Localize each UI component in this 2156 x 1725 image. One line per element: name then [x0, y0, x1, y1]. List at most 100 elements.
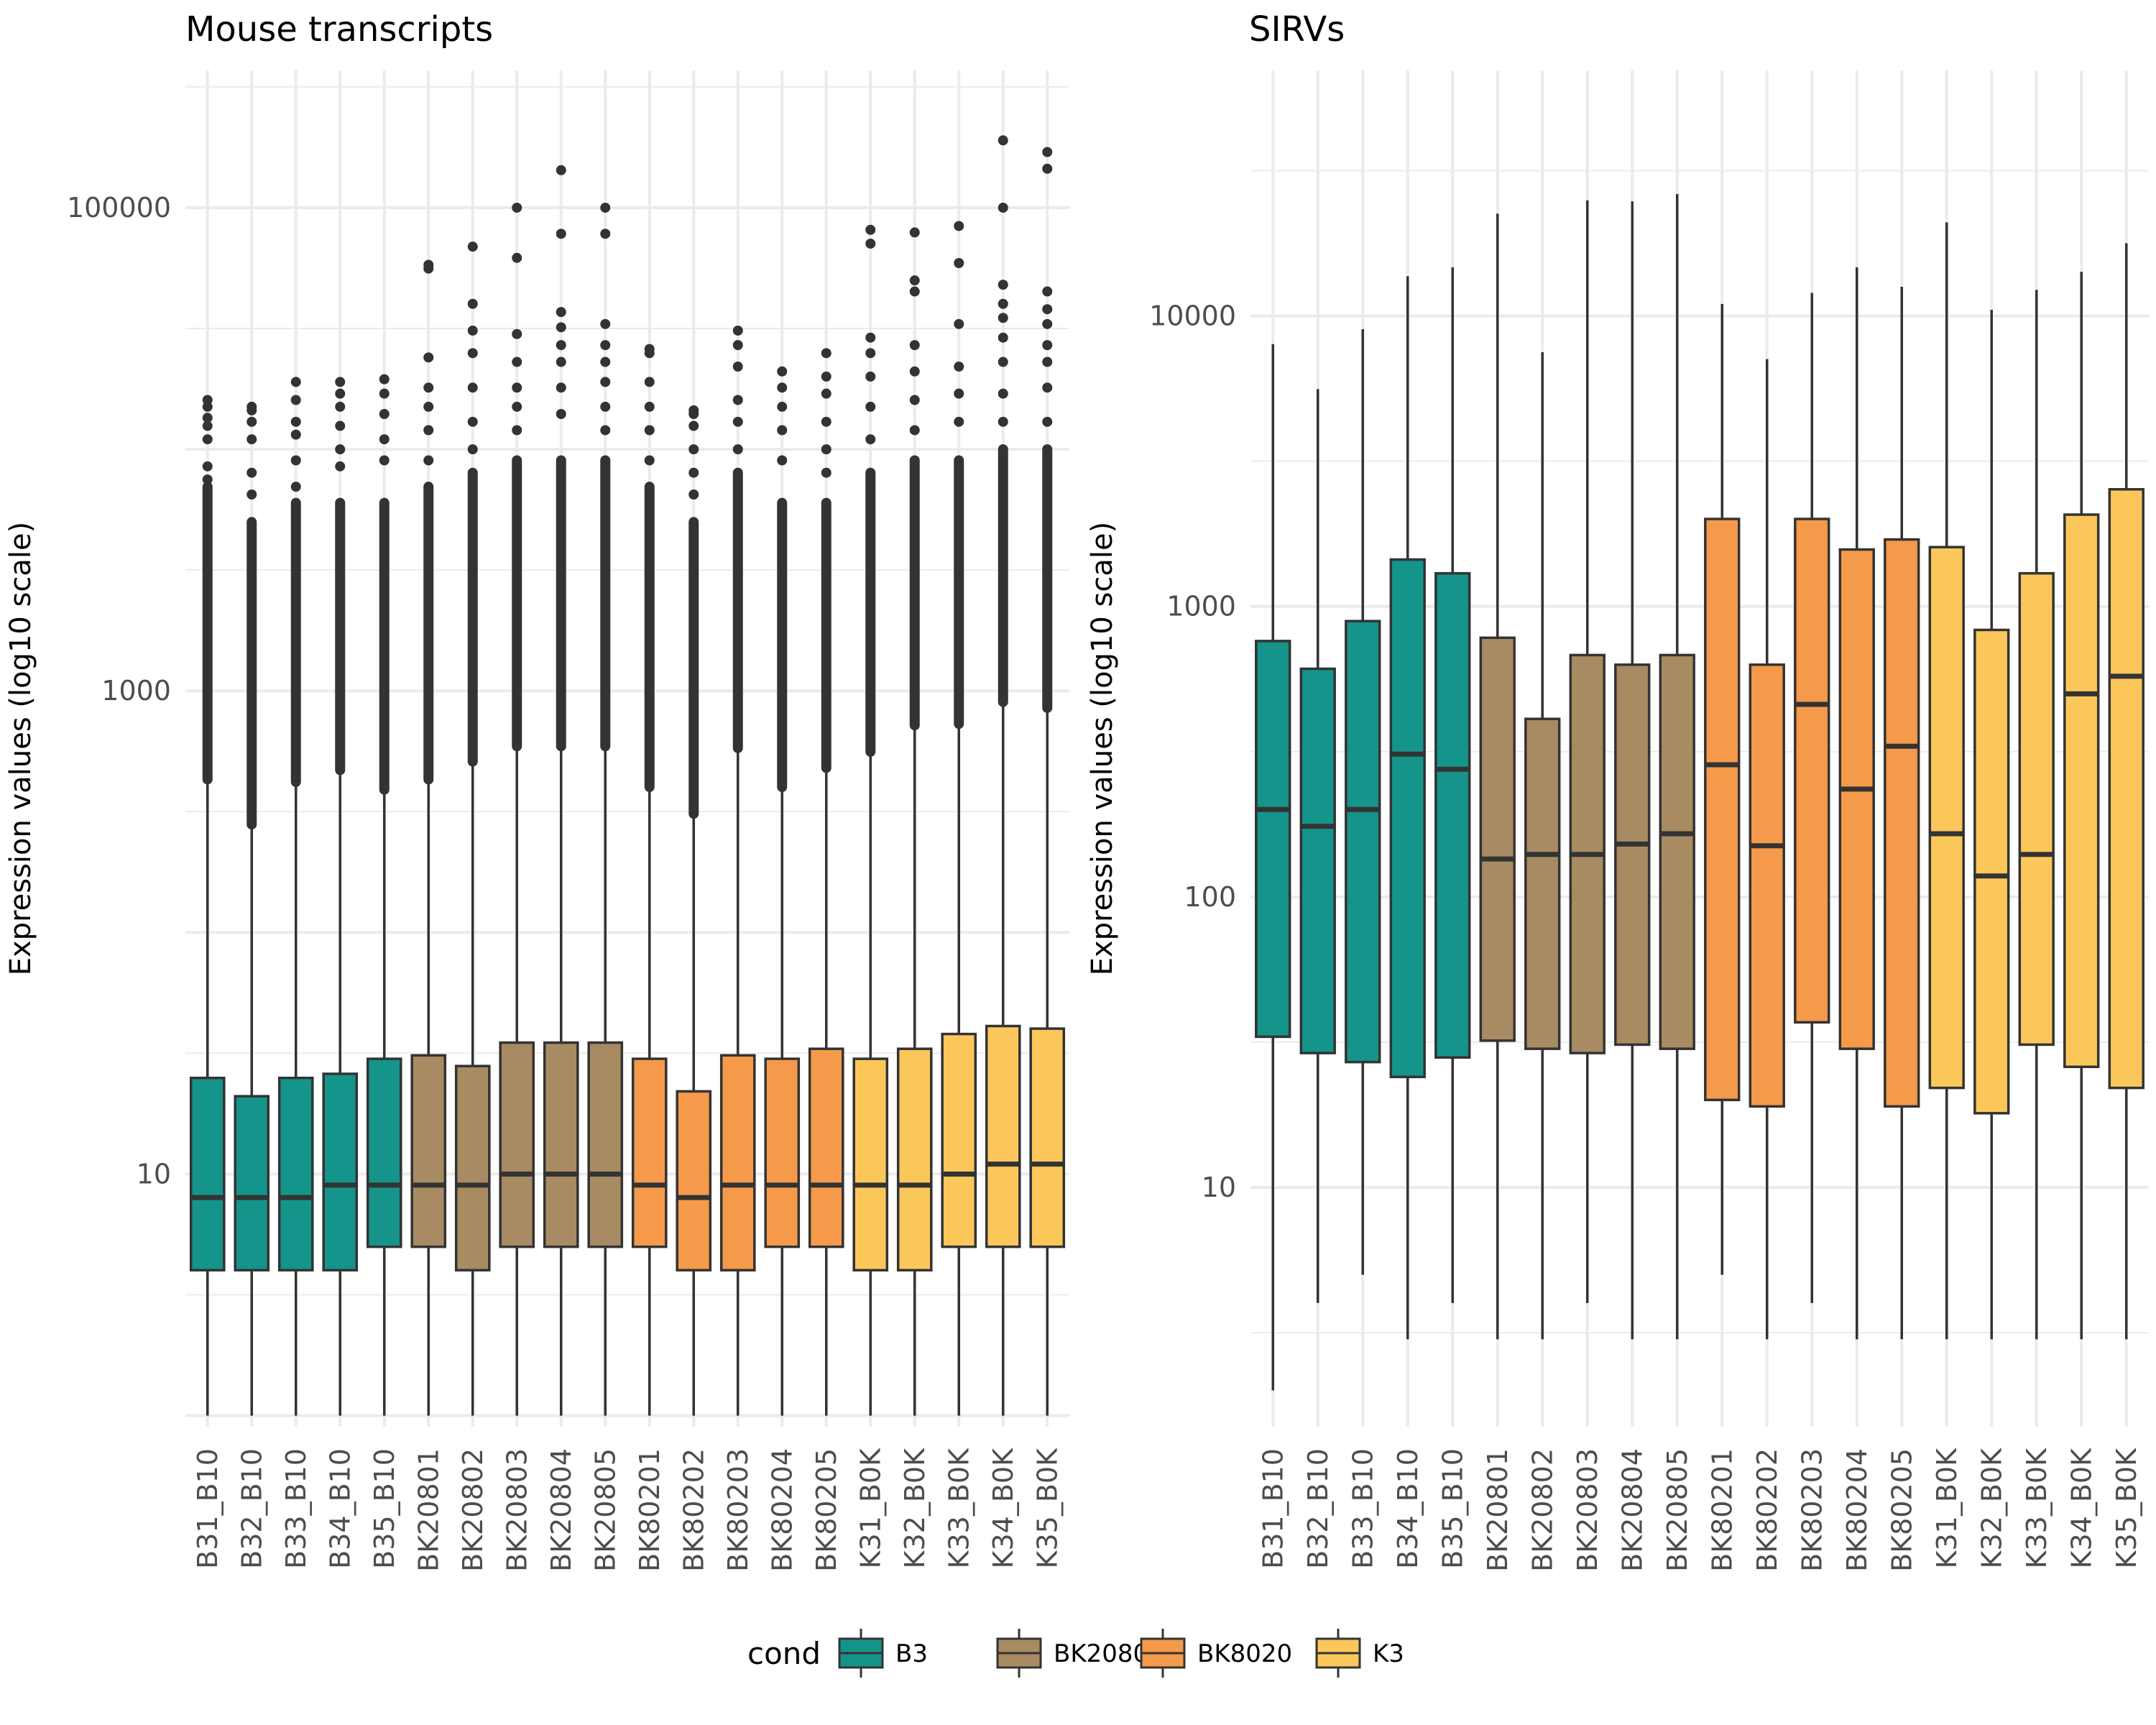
x-tick-label: B34_B10 — [324, 1448, 356, 1569]
box-iqr — [1928, 546, 1965, 1090]
outlier-point — [777, 366, 788, 377]
outlier-point — [954, 318, 964, 329]
outlier-point — [600, 425, 611, 436]
outlier-point — [423, 425, 434, 436]
outlier-point — [1042, 382, 1053, 393]
outlier-point — [512, 252, 522, 263]
x-tick-label: BK80203 — [722, 1448, 754, 1572]
box-B33_B10 — [277, 377, 314, 1416]
box-BK80201 — [631, 344, 668, 1416]
box-iqr — [1345, 620, 1381, 1064]
outlier-point — [202, 474, 213, 485]
box-iqr — [1749, 663, 1785, 1108]
outlier-point — [865, 224, 876, 235]
box-K34_B0K — [2063, 272, 2100, 1340]
x-tick-label: B31_B10 — [1257, 1448, 1289, 1569]
box-K35_B0K — [1029, 147, 1066, 1416]
box-K31_B0K — [1928, 222, 1965, 1340]
outlier-point — [556, 340, 566, 351]
outlier-point — [998, 416, 1008, 427]
box-BK20805 — [1659, 193, 1695, 1340]
outlier-point — [600, 356, 611, 367]
box-iqr — [1838, 548, 1875, 1050]
box-iqr — [322, 1072, 359, 1272]
box-B31_B10 — [1255, 344, 1291, 1391]
outlier-point — [1042, 356, 1053, 367]
box-BK80202 — [1749, 359, 1785, 1340]
outlier-point — [865, 238, 876, 249]
box-BK80204 — [1838, 267, 1875, 1340]
box-iqr — [454, 1064, 491, 1272]
outlier-point — [777, 401, 788, 412]
box-iqr — [1884, 538, 1920, 1108]
outlier-point — [423, 382, 434, 393]
box-BK80204 — [764, 366, 801, 1416]
outlier-point — [909, 425, 920, 436]
x-tick-label: K35_B0K — [1031, 1448, 1063, 1569]
outlier-point — [556, 322, 566, 333]
outlier-point — [909, 286, 920, 297]
outlier-point — [821, 416, 831, 427]
x-tick-label: BK80201 — [1706, 1448, 1738, 1572]
x-tick-label: B33_B10 — [280, 1448, 312, 1569]
box-iqr — [1479, 636, 1516, 1042]
box-BK20802 — [1524, 352, 1561, 1340]
outlier-point — [954, 388, 964, 399]
box-BK20805 — [587, 202, 624, 1416]
outlier-point — [821, 371, 831, 382]
box-iqr — [764, 1057, 801, 1248]
outlier-point — [998, 332, 1008, 343]
legend-label: BK2080 — [1054, 1639, 1148, 1668]
outlier-point — [290, 395, 301, 405]
legend-title: cond — [747, 1636, 821, 1671]
x-tick-label: BK80201 — [634, 1448, 665, 1572]
outlier-point — [998, 298, 1008, 309]
outlier-point — [732, 340, 743, 351]
outlier-point — [600, 318, 611, 329]
box-iqr — [1255, 640, 1291, 1039]
outlier-point — [379, 374, 390, 385]
chart-title: Mouse transcripts — [185, 9, 493, 50]
box-BK80203 — [1794, 293, 1830, 1303]
outlier-point — [202, 461, 213, 472]
outlier-point — [202, 420, 213, 431]
outlier-point — [290, 429, 301, 440]
x-tick-label: BK20804 — [1616, 1448, 1648, 1572]
x-tick-label: B35_B10 — [369, 1448, 400, 1569]
x-tick-label: BK80205 — [1886, 1448, 1917, 1572]
box-B34_B10 — [322, 377, 359, 1416]
box-B35_B10 — [366, 374, 402, 1416]
legend-item-K3: K3 — [1315, 1629, 1404, 1678]
box-iqr — [1524, 717, 1561, 1050]
outlier-point — [998, 388, 1008, 399]
outlier-point — [467, 325, 478, 336]
box-B33_B10 — [1345, 329, 1381, 1275]
box-iqr — [1973, 628, 2010, 1115]
x-tick-label: B32_B10 — [236, 1448, 267, 1569]
y-axis-label: Expression values (log10 scale) — [4, 522, 37, 976]
outlier-point — [688, 420, 699, 431]
outlier-point — [909, 227, 920, 238]
box-iqr — [1659, 653, 1695, 1050]
outlier-point — [998, 280, 1008, 290]
outlier-point — [467, 242, 478, 252]
outlier-point — [512, 382, 522, 393]
box-BK80201 — [1704, 303, 1741, 1275]
y-tick-label: 100000 — [67, 192, 171, 224]
outlier-point — [644, 377, 655, 387]
outlier-point — [688, 489, 699, 500]
outlier-point — [556, 229, 566, 239]
box-iqr — [985, 1024, 1021, 1248]
outlier-point — [600, 377, 611, 387]
outlier-point — [512, 202, 522, 213]
outlier-point — [512, 356, 522, 367]
box-iqr — [719, 1054, 756, 1272]
outlier-point — [512, 425, 522, 436]
outlier-point — [202, 434, 213, 445]
box-iqr — [631, 1057, 668, 1248]
outlier-point — [335, 388, 346, 399]
outlier-point — [954, 362, 964, 372]
box-iqr — [1614, 663, 1651, 1046]
outlier-point — [865, 332, 876, 343]
